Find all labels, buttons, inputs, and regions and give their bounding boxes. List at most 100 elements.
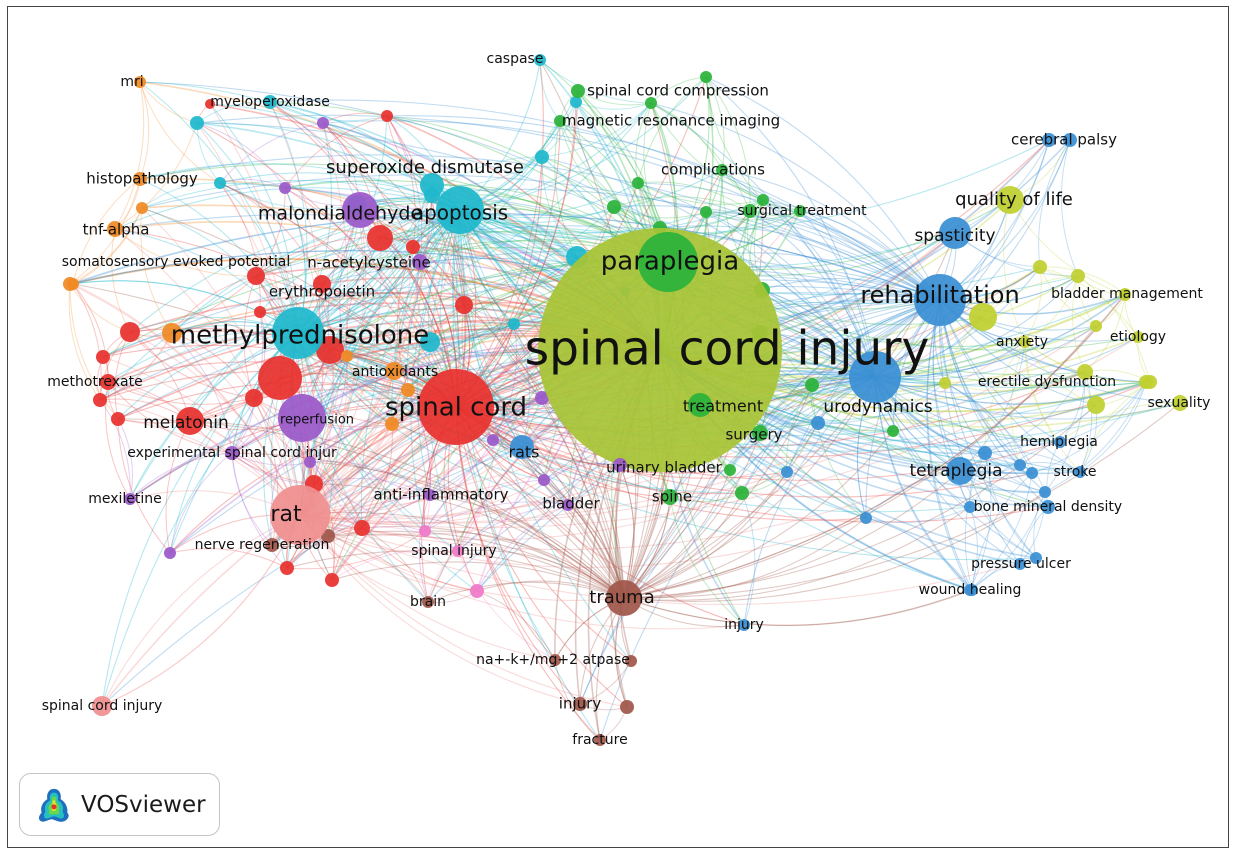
node-spine[interactable]: [662, 489, 678, 505]
network-node[interactable]: [811, 416, 825, 430]
network-node[interactable]: [805, 378, 819, 392]
node-erectile-dysfunction[interactable]: [1143, 375, 1157, 389]
node-surgical-treatment[interactable]: [743, 204, 757, 218]
network-node[interactable]: [455, 296, 473, 314]
network-node[interactable]: [93, 393, 107, 407]
network-node[interactable]: [969, 303, 997, 331]
network-node[interactable]: [317, 117, 329, 129]
network-node[interactable]: [887, 425, 899, 437]
network-node[interactable]: [794, 205, 806, 217]
network-node[interactable]: [757, 194, 769, 206]
node-rats[interactable]: [510, 435, 534, 459]
node-histopathology[interactable]: [133, 172, 147, 186]
node-injury-blue[interactable]: [738, 619, 750, 631]
node-bladder[interactable]: [562, 499, 574, 511]
node-antioxidants[interactable]: [385, 362, 403, 380]
node-complications[interactable]: [716, 164, 728, 176]
network-node[interactable]: [381, 110, 393, 122]
node-trauma[interactable]: [606, 580, 642, 616]
network-node[interactable]: [136, 202, 148, 214]
network-node[interactable]: [258, 356, 302, 400]
node-methylprednisolone[interactable]: [272, 307, 324, 359]
network-node[interactable]: [245, 389, 263, 407]
network-node[interactable]: [978, 446, 992, 460]
network-node[interactable]: [620, 700, 634, 714]
node-tetraplegia[interactable]: [946, 457, 974, 485]
network-node[interactable]: [354, 520, 370, 536]
network-node[interactable]: [538, 474, 550, 486]
network-node[interactable]: [406, 240, 420, 254]
network-node[interactable]: [316, 336, 344, 364]
node-wound-healing[interactable]: [964, 584, 976, 596]
node-fracture[interactable]: [594, 734, 606, 746]
network-node[interactable]: [700, 206, 712, 218]
network-node[interactable]: [111, 412, 125, 426]
node-mexiletine[interactable]: [124, 493, 136, 505]
node-pressure-ulcer[interactable]: [1014, 558, 1026, 570]
node-na-atpase[interactable]: [549, 654, 561, 666]
node-n-acetylcysteine[interactable]: [412, 254, 428, 270]
network-node[interactable]: [1087, 396, 1105, 414]
network-node[interactable]: [419, 525, 431, 537]
node-brain[interactable]: [422, 596, 434, 608]
node-malondialdehyde[interactable]: [342, 192, 378, 228]
node-injury-brown[interactable]: [573, 697, 587, 711]
network-node[interactable]: [570, 96, 582, 108]
network-node[interactable]: [487, 434, 499, 446]
node-myeloperoxidase[interactable]: [263, 95, 277, 109]
network-node[interactable]: [1039, 486, 1051, 498]
network-node[interactable]: [1014, 459, 1026, 471]
node-bone-mineral-density[interactable]: [1041, 500, 1055, 514]
node-superoxide-dismutase[interactable]: [420, 173, 444, 197]
node-quality-of-life[interactable]: [996, 186, 1024, 214]
node-sci[interactable]: [538, 228, 782, 472]
network-node[interactable]: [96, 350, 110, 364]
network-node[interactable]: [1090, 320, 1102, 332]
network-node[interactable]: [535, 150, 549, 164]
node-mri-full[interactable]: [554, 115, 566, 127]
node-tnf-alpha[interactable]: [107, 221, 123, 237]
node-spasticity[interactable]: [939, 217, 971, 249]
network-node[interactable]: [1077, 364, 1093, 380]
network-node[interactable]: [321, 529, 335, 543]
network-node[interactable]: [205, 99, 215, 109]
network-node[interactable]: [632, 177, 644, 189]
vosviewer-badge[interactable]: VOSviewer: [19, 773, 220, 836]
node-nerve-regeneration[interactable]: [265, 538, 279, 552]
network-node[interactable]: [781, 466, 793, 478]
network-node[interactable]: [939, 377, 951, 389]
node-anxiety[interactable]: [1019, 336, 1031, 348]
network-node[interactable]: [367, 225, 393, 251]
node-surgery[interactable]: [752, 425, 768, 441]
network-node[interactable]: [280, 561, 294, 575]
node-spinal-cord-compression[interactable]: [571, 84, 585, 98]
network-node[interactable]: [700, 71, 712, 83]
network-node[interactable]: [341, 350, 353, 362]
network-node[interactable]: [645, 97, 657, 109]
node-cerebral-palsy[interactable]: [1063, 133, 1077, 147]
network-node[interactable]: [625, 655, 637, 667]
network-node[interactable]: [304, 456, 316, 468]
node-somatosensory[interactable]: [63, 277, 77, 291]
network-node[interactable]: [325, 573, 339, 587]
node-urodynamics[interactable]: [849, 351, 901, 403]
node-erythropoietin[interactable]: [313, 275, 331, 293]
network-node[interactable]: [1033, 260, 1047, 274]
node-melatonin[interactable]: [176, 407, 204, 435]
network-node[interactable]: [964, 501, 976, 513]
network-node[interactable]: [214, 177, 226, 189]
network-node[interactable]: [1071, 269, 1085, 283]
network-node[interactable]: [1030, 552, 1042, 564]
node-etiology[interactable]: [1132, 331, 1144, 343]
node-experimental-sci[interactable]: [225, 446, 239, 460]
node-rat[interactable]: [270, 485, 330, 545]
network-node[interactable]: [120, 322, 140, 342]
network-node[interactable]: [385, 417, 399, 431]
node-apoptosis[interactable]: [436, 186, 484, 234]
network-node[interactable]: [420, 332, 440, 352]
node-stroke[interactable]: [1074, 466, 1086, 478]
network-node[interactable]: [1042, 133, 1056, 147]
node-hemiplegia[interactable]: [1054, 436, 1066, 448]
node-bladder-management[interactable]: [1119, 288, 1131, 300]
